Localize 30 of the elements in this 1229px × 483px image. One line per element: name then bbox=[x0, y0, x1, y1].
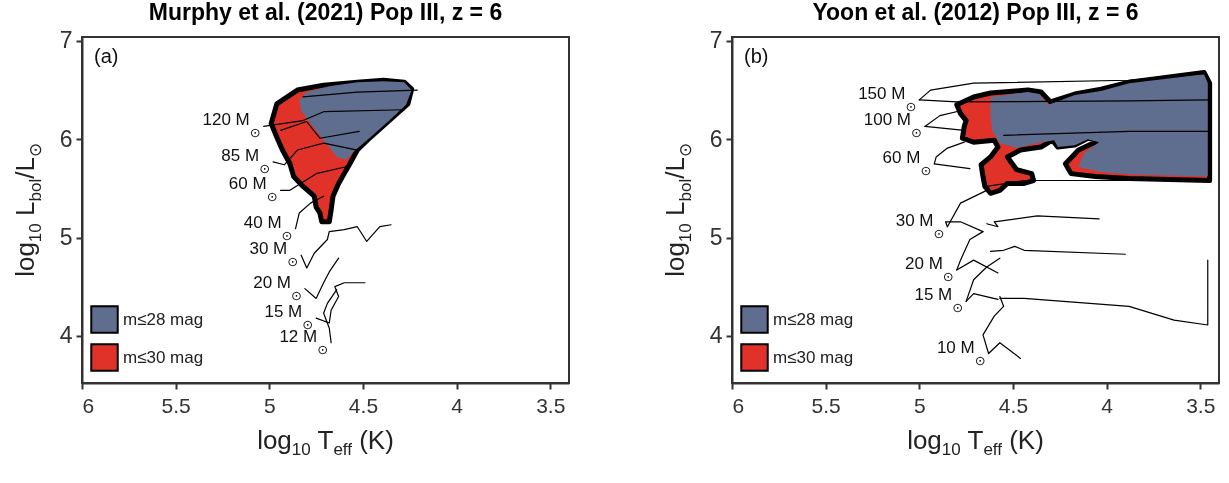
annotation: (a) bbox=[94, 45, 119, 67]
x-tick-label: 5 bbox=[913, 393, 926, 417]
x-tick-label: 5.5 bbox=[811, 393, 841, 417]
y-tick-label: 6 bbox=[59, 125, 73, 152]
x-axis-title: log$_{10}$ T$_{eff}$ (K) bbox=[257, 425, 394, 461]
annotation: (b) bbox=[744, 45, 769, 67]
y-tick-label: 7 bbox=[709, 27, 723, 54]
x-tick-label: 5 bbox=[263, 393, 276, 417]
y-tick-label: 6 bbox=[709, 125, 723, 152]
x-tick-label: 6 bbox=[732, 393, 745, 417]
x-tick-label: 4 bbox=[451, 393, 464, 417]
legend-label: m≤28 mag bbox=[123, 309, 204, 329]
legend-label: m≤28 mag bbox=[773, 309, 854, 329]
legend-label: m≤30 mag bbox=[773, 347, 854, 367]
x-tick-label: 6 bbox=[82, 393, 95, 417]
x-tick-label: 4 bbox=[1101, 393, 1114, 417]
x-tick-label: 3.5 bbox=[1186, 393, 1216, 417]
y-tick-label: 5 bbox=[709, 224, 723, 251]
chart-title: Murphy et al. (2021) Pop III, z = 6 bbox=[148, 0, 503, 25]
chart-title: Yoon et al. (2012) Pop III, z = 6 bbox=[812, 0, 1139, 25]
y-tick-label: 4 bbox=[709, 322, 723, 349]
legend-label: m≤30 mag bbox=[123, 347, 204, 367]
x-tick-label: 4.5 bbox=[998, 393, 1029, 417]
y-tick-label: 4 bbox=[59, 322, 73, 349]
y-tick-label: 5 bbox=[59, 224, 73, 251]
x-tick-label: 4.5 bbox=[348, 393, 379, 417]
x-tick-label: 3.5 bbox=[536, 393, 566, 417]
x-axis-title: log$_{10}$ T$_{eff}$ (K) bbox=[907, 425, 1044, 461]
x-tick-label: 5.5 bbox=[161, 393, 191, 417]
y-tick-label: 7 bbox=[59, 27, 73, 54]
